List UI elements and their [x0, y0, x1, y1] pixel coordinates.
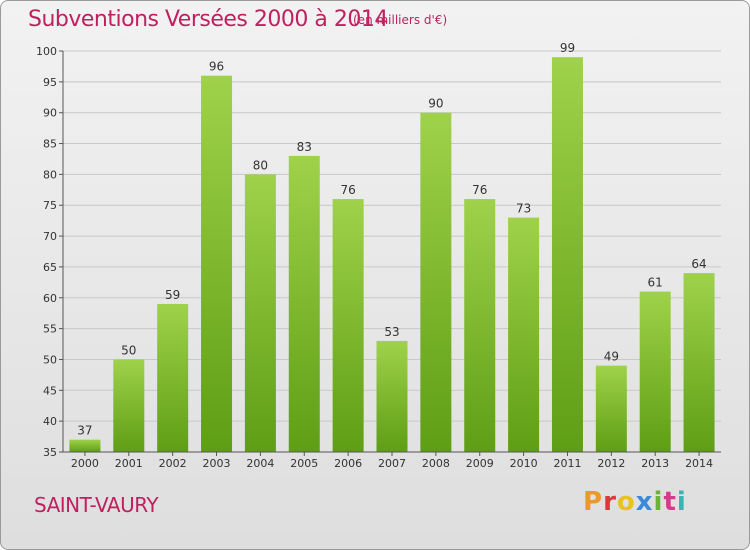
x-tick-label-2010: 2010 — [510, 457, 538, 470]
data-label-2004: 80 — [253, 158, 268, 172]
data-label-2012: 49 — [604, 350, 619, 364]
y-tick-label: 45 — [43, 384, 57, 397]
data-label-2003: 96 — [209, 60, 224, 74]
x-tick-label-2006: 2006 — [334, 457, 362, 470]
logo-letter: t — [663, 487, 677, 517]
y-tick-label: 70 — [43, 230, 57, 243]
axes: 35 40 45 50 55 60 65 70 75 80 85 90 95 100 2000 2001 200… — [36, 45, 721, 470]
logo-letter: o — [616, 487, 636, 517]
bar-2012 — [595, 365, 627, 452]
data-label-2005: 83 — [297, 140, 312, 154]
data-label-2000: 37 — [77, 424, 92, 438]
x-tick-label-2011: 2011 — [553, 457, 581, 470]
data-label-2011: 99 — [560, 41, 575, 55]
y-tick-label: 80 — [43, 168, 57, 181]
logo-letter: i — [653, 487, 664, 517]
logo-letter: r — [603, 487, 617, 517]
bar-2001 — [113, 359, 145, 452]
logo-letter: P — [583, 487, 604, 517]
x-tick-label-2001: 2001 — [115, 457, 143, 470]
x-tick-label-2012: 2012 — [597, 457, 625, 470]
chart-title: Subventions Versées 2000 à 2014 — [28, 7, 388, 32]
bar-2007 — [376, 340, 408, 452]
data-label-2007: 53 — [384, 325, 399, 339]
bar-2010 — [508, 217, 540, 452]
x-tick-label-2007: 2007 — [378, 457, 406, 470]
logo-letter: x — [635, 487, 654, 517]
data-label-2013: 61 — [648, 276, 663, 290]
data-label-2001: 50 — [121, 343, 136, 357]
bar-2011 — [551, 57, 583, 453]
chart-subtitle: (en milliers d'€) — [353, 13, 448, 27]
y-tick-label: 50 — [43, 353, 57, 366]
x-tick-label-2014: 2014 — [685, 457, 713, 470]
bar-2006 — [332, 199, 364, 452]
y-tick-label: 55 — [43, 323, 57, 336]
y-tick-label: 60 — [43, 292, 57, 305]
x-tick-label-2009: 2009 — [466, 457, 494, 470]
x-tick-label-2013: 2013 — [641, 457, 669, 470]
y-tick-label: 85 — [43, 138, 57, 151]
x-tick-label-2002: 2002 — [159, 457, 187, 470]
y-tick-label: 90 — [43, 107, 57, 120]
data-label-2002: 59 — [165, 288, 180, 302]
y-tick-label: 95 — [43, 76, 57, 89]
data-label-2009: 76 — [472, 183, 487, 197]
bar-2014 — [683, 273, 715, 452]
bar-2000 — [69, 439, 101, 452]
y-tick-label: 35 — [43, 446, 57, 459]
logo-letter: i — [676, 487, 687, 517]
x-tick-label-2003: 2003 — [203, 457, 231, 470]
city-name: SAINT-VAURY — [34, 493, 159, 517]
x-tick-label-2008: 2008 — [422, 457, 450, 470]
x-tick-label-2005: 2005 — [290, 457, 318, 470]
data-label-2014: 64 — [691, 257, 706, 271]
bar-2002 — [157, 303, 189, 452]
data-label-2006: 76 — [340, 183, 355, 197]
bar-2009 — [464, 199, 496, 452]
data-label-2010: 73 — [516, 202, 531, 216]
y-tick-label: 40 — [43, 415, 57, 428]
bar-2004 — [244, 174, 276, 452]
y-tick-label: 65 — [43, 261, 57, 274]
proxiti-logo: Proxiti — [583, 487, 687, 517]
bar-2003 — [201, 75, 233, 452]
bars: 37 50 59 96 80 83 76 53 90 76 73 99 49 61 64 — [69, 41, 715, 453]
data-label-2008: 90 — [428, 97, 443, 111]
x-tick-label-2004: 2004 — [246, 457, 274, 470]
y-tick-label: 75 — [43, 199, 57, 212]
bar-2013 — [639, 291, 671, 452]
bar-2005 — [288, 155, 320, 452]
x-tick-label-2000: 2000 — [71, 457, 99, 470]
y-tick-label: 100 — [36, 45, 57, 58]
bar-2008 — [420, 112, 452, 452]
